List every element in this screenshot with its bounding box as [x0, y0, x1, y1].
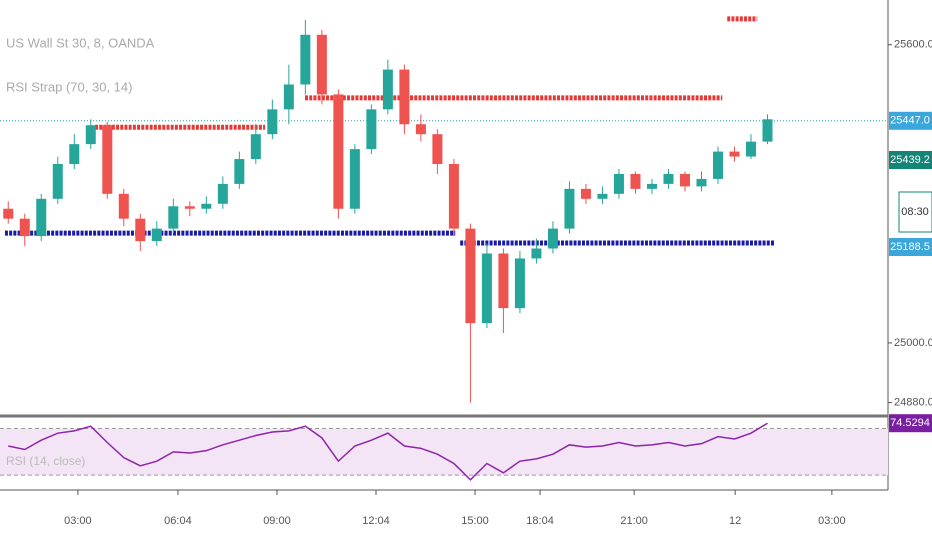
candle-body [283, 84, 294, 110]
candle-body [234, 159, 245, 184]
candle-body [729, 151, 740, 157]
rsi-badge-bg [889, 414, 932, 433]
candle-body [514, 258, 525, 309]
x-tick-label: 03:00 [818, 515, 846, 527]
candle-body [267, 109, 278, 135]
x-tick-label: 12:04 [362, 515, 390, 527]
candle-body [333, 94, 344, 209]
candle-body [432, 134, 443, 165]
indicator-badge: 25188.5 [890, 241, 930, 253]
rsi-title: RSI (14, close) [6, 454, 85, 468]
rsi-badge: 74.5294 [890, 417, 930, 429]
y-tick-label: 25000.0 [894, 337, 932, 349]
indicator-badge-bg [889, 151, 932, 169]
price-badge: 25447.0 [890, 115, 930, 127]
x-tick-label: 15:00 [461, 515, 489, 527]
indicator-badge-bg [889, 238, 932, 256]
candle-body [316, 34, 327, 95]
candle-body [613, 173, 624, 194]
candle-body [69, 144, 80, 165]
x-tick-label: 03:00 [64, 515, 92, 527]
candle-body [564, 188, 575, 229]
candle-body [415, 124, 426, 135]
candle-body [349, 149, 360, 209]
candle-body [3, 208, 14, 219]
candle-body [184, 206, 195, 209]
x-tick-label: 12 [729, 515, 741, 527]
candle-body [663, 173, 674, 184]
candle-body [399, 69, 410, 125]
rsi-line [8, 422, 768, 481]
x-tick-label: 06:04 [164, 515, 192, 527]
y-tick-label: 25600.0 [894, 39, 932, 51]
indicator-badge: 25439.2 [890, 154, 930, 166]
candle-body [102, 125, 113, 194]
candle-body [250, 134, 261, 160]
candle-body [498, 253, 509, 309]
candle-body [217, 183, 228, 204]
candle-body [151, 228, 162, 242]
candle-body [712, 151, 723, 179]
candle-body [679, 173, 690, 187]
candle-body [630, 173, 641, 189]
candle-body [646, 183, 657, 189]
rsi-band [0, 428, 888, 476]
candle-body [19, 218, 30, 237]
candle-body [746, 141, 757, 157]
candle-body [300, 34, 311, 85]
candle-body [696, 178, 707, 187]
candle-body [36, 198, 47, 237]
price-badge-bg [889, 111, 932, 130]
candle-body [118, 193, 129, 219]
y-tick-label: 24880.0 [894, 396, 932, 408]
candle-body [52, 164, 63, 199]
candle-body [201, 203, 212, 209]
x-tick-label: 09:00 [263, 515, 291, 527]
countdown: 08:30 [901, 206, 929, 218]
candle-body [85, 125, 96, 145]
candle-body [448, 164, 459, 229]
x-tick-label: 18:04 [526, 515, 554, 527]
candle-body [481, 253, 492, 324]
countdown-bg [898, 191, 932, 233]
candle-body [597, 193, 608, 199]
candle-body [531, 248, 542, 259]
symbol-title: US Wall St 30, 8, OANDA [6, 35, 155, 50]
candle-body [762, 119, 773, 142]
candle-body [366, 109, 377, 150]
candle-body [547, 228, 558, 249]
candle-body [465, 228, 476, 324]
candle-body [135, 218, 146, 242]
x-tick-label: 21:00 [620, 515, 648, 527]
candle-body [168, 206, 179, 229]
indicator-title: RSI Strap (70, 30, 14) [6, 79, 132, 94]
candle-body [382, 69, 393, 110]
candle-body [580, 188, 591, 199]
